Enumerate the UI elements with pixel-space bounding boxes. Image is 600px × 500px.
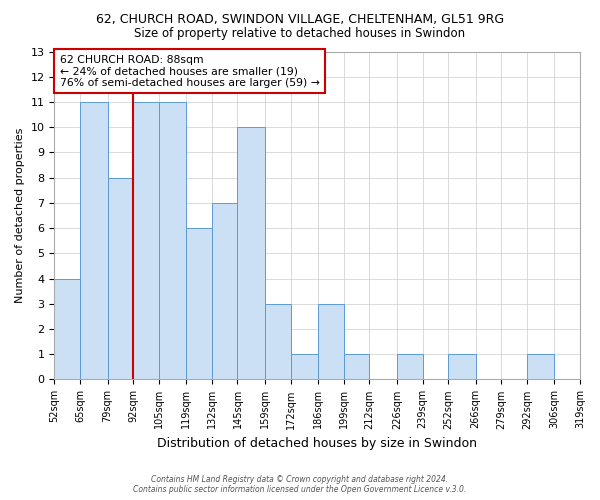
Bar <box>265 304 290 380</box>
Text: Contains HM Land Registry data © Crown copyright and database right 2024.
Contai: Contains HM Land Registry data © Crown c… <box>133 474 467 494</box>
Bar <box>344 354 370 380</box>
Bar <box>80 102 107 380</box>
Text: Size of property relative to detached houses in Swindon: Size of property relative to detached ho… <box>134 28 466 40</box>
Bar <box>397 354 422 380</box>
Bar <box>290 354 318 380</box>
Bar <box>55 278 80 380</box>
Bar <box>527 354 554 380</box>
Bar <box>107 178 133 380</box>
Bar <box>212 203 238 380</box>
Text: 62 CHURCH ROAD: 88sqm
← 24% of detached houses are smaller (19)
76% of semi-deta: 62 CHURCH ROAD: 88sqm ← 24% of detached … <box>59 55 320 88</box>
Bar <box>580 354 600 380</box>
Bar <box>318 304 344 380</box>
Bar <box>133 102 159 380</box>
X-axis label: Distribution of detached houses by size in Swindon: Distribution of detached houses by size … <box>157 437 477 450</box>
Y-axis label: Number of detached properties: Number of detached properties <box>15 128 25 303</box>
Bar <box>159 102 186 380</box>
Bar <box>448 354 476 380</box>
Bar <box>186 228 212 380</box>
Bar <box>238 127 265 380</box>
Text: 62, CHURCH ROAD, SWINDON VILLAGE, CHELTENHAM, GL51 9RG: 62, CHURCH ROAD, SWINDON VILLAGE, CHELTE… <box>96 12 504 26</box>
